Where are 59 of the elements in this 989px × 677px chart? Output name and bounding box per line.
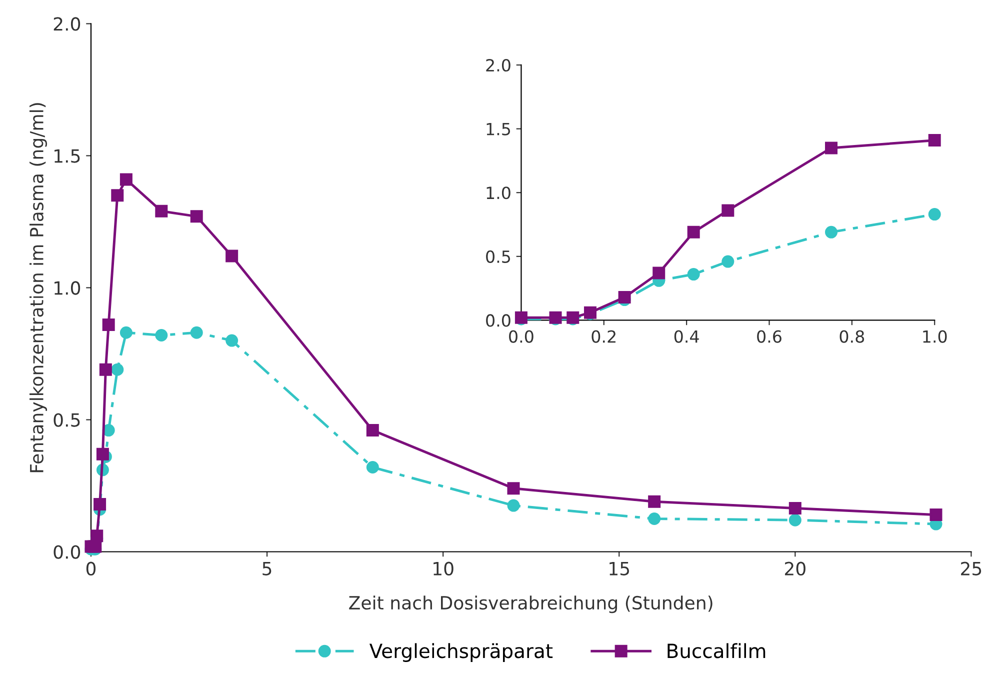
point bbox=[102, 318, 115, 331]
point bbox=[96, 448, 109, 460]
y-axis-title: Fentanylkonzentration im Plasma (ng/ml) bbox=[30, 103, 47, 472]
point bbox=[111, 189, 124, 202]
point bbox=[111, 363, 124, 376]
x-tick-label: 0.2 bbox=[592, 330, 616, 343]
point bbox=[928, 134, 941, 147]
point bbox=[99, 363, 112, 376]
point bbox=[825, 226, 838, 238]
point bbox=[190, 326, 203, 339]
x-tick-label: 0.4 bbox=[674, 330, 699, 343]
x-tick-label: 0.6 bbox=[757, 330, 782, 343]
point bbox=[648, 512, 661, 525]
x-tick-label: 10 bbox=[434, 562, 454, 576]
x-tick-label: 0 bbox=[86, 562, 96, 576]
x-tick-label: 1.0 bbox=[923, 330, 947, 343]
x-tick-label: 20 bbox=[784, 562, 806, 576]
point bbox=[930, 508, 942, 522]
y-tick-label: 0.0 bbox=[486, 314, 510, 327]
y-tick-label: 2.0 bbox=[486, 58, 510, 72]
y-tick-label: 0.0 bbox=[54, 545, 80, 559]
point bbox=[507, 499, 520, 512]
point bbox=[788, 502, 802, 514]
y-tick-label: 1.0 bbox=[486, 186, 510, 200]
x-axis-title: Zeit nach Dosisverabreichung (Stunden) bbox=[349, 596, 712, 614]
x-tick-label: 15 bbox=[610, 562, 630, 576]
point bbox=[366, 424, 379, 437]
point bbox=[155, 329, 168, 342]
point bbox=[120, 173, 132, 186]
point bbox=[366, 461, 379, 474]
point bbox=[90, 530, 104, 542]
x-tick-label: 0.8 bbox=[840, 330, 864, 343]
point bbox=[226, 334, 238, 347]
point bbox=[648, 495, 661, 508]
point bbox=[120, 326, 132, 339]
point bbox=[190, 210, 203, 223]
point bbox=[722, 204, 734, 217]
point bbox=[687, 268, 700, 281]
y-tick-label: 1.0 bbox=[54, 281, 80, 295]
point bbox=[687, 226, 700, 238]
legend-label: Buccalfilm bbox=[668, 643, 766, 658]
x-tick-label: 25 bbox=[961, 562, 982, 576]
point bbox=[94, 498, 106, 510]
point bbox=[155, 204, 168, 218]
point bbox=[928, 208, 941, 221]
y-tick-label: 0.5 bbox=[486, 250, 510, 263]
y-tick-label: 2.0 bbox=[54, 17, 80, 31]
y-tick-label: 1.5 bbox=[54, 149, 80, 163]
point bbox=[722, 255, 734, 268]
y-tick-label: 0.5 bbox=[54, 413, 80, 427]
y-tick-label: 1.5 bbox=[486, 122, 510, 136]
x-tick-label: 5 bbox=[262, 562, 272, 576]
point bbox=[652, 266, 666, 280]
legend-label: Vergleichspräparat bbox=[369, 643, 553, 662]
point bbox=[788, 514, 802, 526]
x-tick-label: 0.0 bbox=[509, 330, 534, 343]
point bbox=[507, 482, 520, 495]
point bbox=[825, 142, 838, 154]
point bbox=[226, 250, 238, 262]
